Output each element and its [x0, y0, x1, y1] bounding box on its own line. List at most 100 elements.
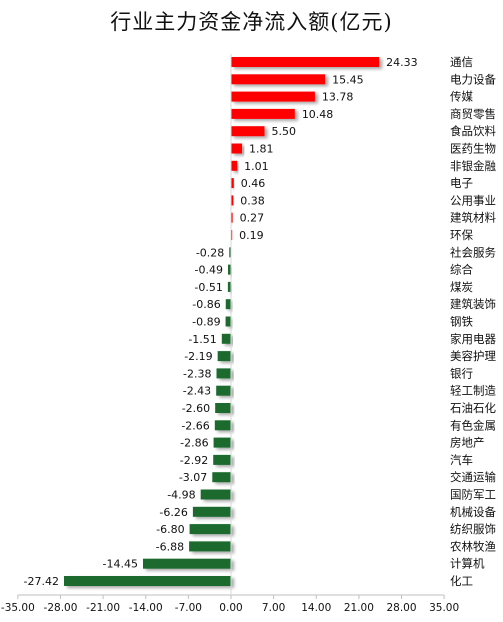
- bar: [213, 454, 231, 465]
- data-label: -27.42: [24, 575, 59, 588]
- data-label: -0.89: [192, 316, 220, 329]
- bar: [231, 57, 380, 67]
- category-label: 化工: [450, 574, 473, 588]
- data-label: 5.50: [272, 125, 297, 138]
- data-label: -2.60: [182, 402, 210, 415]
- data-label: 13.78: [322, 91, 354, 104]
- data-label: -14.45: [103, 558, 138, 571]
- bars-layer: [64, 57, 380, 586]
- category-label: 美容护理: [450, 349, 496, 363]
- category-label: 医药生物: [450, 142, 496, 156]
- category-label: 商贸零售: [450, 107, 496, 121]
- data-label: 0.27: [240, 212, 265, 225]
- category-label: 环保: [450, 228, 473, 242]
- bar: [231, 143, 243, 154]
- bar: [228, 264, 231, 275]
- x-tick-label: -35.00: [1, 602, 35, 614]
- data-label: 15.45: [332, 73, 364, 86]
- category-label: 轻工制造: [450, 384, 496, 398]
- bar: [225, 299, 231, 310]
- category-label: 电力设备: [450, 72, 496, 86]
- bar: [229, 247, 231, 258]
- category-label: 机械设备: [450, 505, 496, 519]
- bar: [231, 108, 295, 119]
- category-label: 农林牧渔: [450, 539, 496, 553]
- data-label: -0.28: [196, 246, 224, 259]
- category-label: 非银金融: [450, 159, 496, 173]
- bar: [231, 212, 233, 223]
- category-label: 银行: [450, 366, 473, 380]
- data-label: -1.51: [188, 333, 216, 346]
- category-label: 社会服务: [450, 245, 496, 259]
- category-label: 房地产: [450, 436, 485, 450]
- bar: [231, 195, 234, 206]
- x-tick-label: -7.00: [175, 602, 202, 614]
- data-label: -4.98: [167, 489, 195, 502]
- category-label: 传媒: [450, 90, 473, 104]
- data-label: 10.48: [302, 108, 334, 121]
- bar: [231, 74, 326, 85]
- data-label: -0.86: [192, 298, 220, 311]
- category-label: 计算机: [450, 557, 485, 571]
- x-tick-label: 0.00: [219, 602, 242, 614]
- category-label: 建筑材料: [450, 211, 496, 225]
- data-label: -2.38: [183, 367, 211, 380]
- bar: [189, 541, 231, 552]
- bar: [225, 316, 231, 327]
- bar: [231, 126, 265, 137]
- category-label: 纺织服饰: [450, 522, 496, 536]
- category-label: 综合: [450, 263, 473, 277]
- x-tick-label: 35.00: [429, 602, 459, 614]
- category-label: 电子: [450, 176, 473, 190]
- data-label: -2.66: [181, 419, 209, 432]
- category-label: 国防军工: [450, 488, 496, 502]
- x-tick-label: 21.00: [344, 602, 374, 614]
- category-label: 钢铁: [450, 315, 473, 329]
- bar: [214, 420, 231, 431]
- bar: [200, 489, 231, 500]
- bar: [212, 472, 231, 483]
- data-label: -6.88: [156, 540, 184, 553]
- data-label: -3.07: [179, 471, 207, 484]
- bar: [143, 558, 231, 569]
- category-label: 公用事业: [450, 193, 496, 207]
- category-label: 石油石化: [450, 401, 496, 415]
- labels-layer: 24.33 通信 15.45 电力设备 13.78 传媒 10.48 商贸零售 5.50 食品饮料…: [24, 55, 497, 588]
- x-tick-label: 28.00: [386, 602, 416, 614]
- bar: [221, 333, 231, 344]
- data-label: -0.51: [194, 281, 222, 294]
- bar: [64, 576, 231, 586]
- category-label: 食品饮料: [450, 124, 496, 138]
- category-label: 通信: [450, 55, 473, 69]
- bar: [227, 281, 231, 292]
- data-label: 0.19: [239, 229, 264, 242]
- data-label: 1.01: [244, 160, 269, 173]
- data-label: 0.38: [240, 194, 265, 207]
- bar: [192, 506, 231, 517]
- chart-title: 行业主力资金净流入额(亿元): [110, 10, 393, 34]
- category-label: 煤炭: [450, 280, 473, 294]
- data-label: 24.33: [386, 56, 418, 69]
- data-label: 0.46: [241, 177, 265, 190]
- bar: [189, 524, 231, 535]
- bar: [231, 178, 234, 189]
- bar: [231, 91, 315, 102]
- category-label: 家用电器: [450, 332, 496, 346]
- data-label: -2.92: [180, 454, 208, 467]
- bar: [231, 160, 238, 171]
- data-label: -2.19: [184, 350, 212, 363]
- data-label: -0.49: [195, 264, 223, 277]
- bar: [216, 368, 231, 379]
- data-label: -2.86: [180, 437, 208, 450]
- data-label: -6.80: [156, 523, 184, 536]
- bar: [216, 385, 231, 396]
- x-tick-label: 14.00: [301, 602, 331, 614]
- bar: [231, 230, 233, 240]
- bar: [217, 351, 231, 362]
- category-label: 有色金属: [450, 418, 496, 432]
- axis-layer: -35.00 -28.00 -21.00 -14.00 -7.00 0.00 7.00 14.…: [1, 54, 459, 614]
- x-tick-label: -21.00: [86, 602, 120, 614]
- data-label: 1.81: [249, 143, 274, 156]
- category-label: 交通运输: [450, 470, 496, 484]
